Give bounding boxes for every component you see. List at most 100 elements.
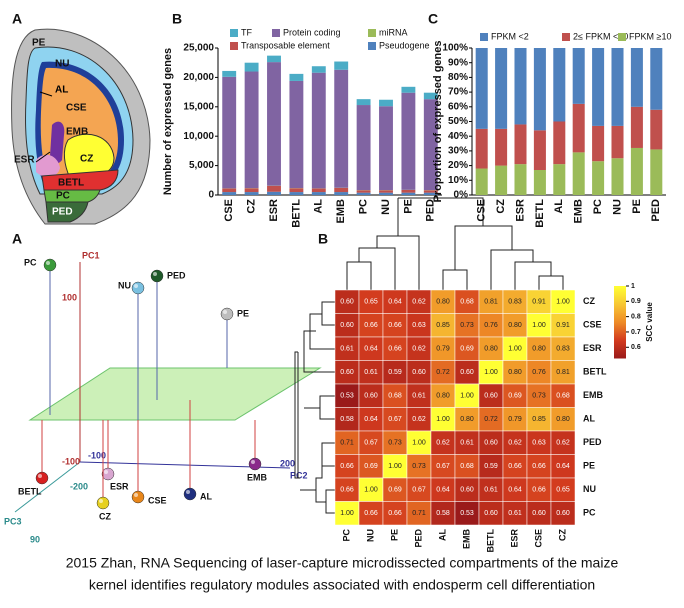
cell-label: 0.80 — [556, 416, 570, 423]
cell-label: 0.61 — [508, 510, 522, 517]
cell-label: 1.00 — [460, 393, 474, 400]
cell-label: 0.79 — [436, 346, 450, 353]
kernel-label: CZ — [80, 154, 93, 165]
cell-label: 0.62 — [412, 346, 426, 353]
x-tick-label: ESR — [514, 199, 526, 222]
x-tick-label: CSE — [223, 199, 235, 222]
bar-segment — [222, 76, 237, 189]
axis-label: PC2 — [290, 470, 308, 480]
kernel-label: BETL — [58, 178, 84, 189]
cell-label: 0.60 — [460, 369, 474, 376]
bar-segment — [630, 106, 643, 148]
bar-segment — [611, 48, 624, 126]
colorbar-step — [614, 304, 626, 307]
column-label: CSE — [533, 529, 543, 548]
bar-segment — [289, 73, 304, 81]
row-label: BETL — [583, 367, 607, 377]
bar-segment — [289, 192, 304, 195]
kernel-label: PE — [32, 38, 46, 49]
cell-label: 0.53 — [340, 393, 354, 400]
bar-segment — [533, 170, 546, 195]
cell-label: 0.83 — [508, 299, 522, 306]
bar-segment — [533, 130, 546, 171]
heatmap-cell — [550, 501, 576, 526]
colorbar-step — [614, 302, 626, 305]
cell-label: 0.73 — [532, 393, 546, 400]
bar-segment — [475, 168, 488, 195]
caption: 2015 Zhan, RNA Sequencing of laser-captu… — [66, 555, 619, 571]
column-label: AL — [437, 529, 447, 541]
y-tick-label: 20% — [448, 160, 468, 171]
colorbar-step — [614, 296, 626, 299]
legend-label: Pseudogene — [379, 40, 430, 50]
axis-label: PC3 — [4, 516, 22, 526]
panel-label: B — [318, 231, 328, 247]
caption: kernel identifies regulatory modules ass… — [89, 577, 595, 593]
pca-point — [183, 487, 197, 501]
bar-segment — [334, 192, 349, 195]
kernel-label: PC — [56, 191, 70, 202]
bar-segment — [379, 106, 393, 191]
cell-label: 0.63 — [412, 322, 426, 329]
axis-label: PC1 — [82, 250, 100, 260]
cell-label: 0.85 — [436, 322, 450, 329]
cell-label: 0.62 — [436, 440, 450, 447]
colorbar-step — [614, 308, 626, 311]
colorbar-step — [614, 344, 626, 347]
colorbar-step — [614, 326, 626, 329]
cell-label: 0.60 — [364, 393, 378, 400]
cell-label: 0.61 — [340, 346, 354, 353]
cell-label: 0.71 — [412, 510, 426, 517]
row-label: ESR — [583, 343, 602, 353]
y-tick-label: 20,000 — [183, 72, 214, 83]
colorbar-step — [614, 346, 626, 349]
y-tick-label: 100% — [442, 43, 468, 54]
y-tick-label: 50% — [448, 116, 468, 127]
cell-label: 0.59 — [484, 463, 498, 470]
cell-label: 0.61 — [460, 440, 474, 447]
cell-label: 0.73 — [388, 440, 402, 447]
bar-segment — [401, 92, 416, 190]
bar-segment — [630, 48, 643, 107]
bar-segment — [592, 48, 605, 126]
row-label: NU — [583, 484, 596, 494]
bar-segment — [495, 48, 508, 129]
colorbar-tick-label: 0.6 — [631, 344, 641, 351]
y-tick-label: 70% — [448, 87, 468, 98]
point-label: CZ — [99, 511, 111, 521]
bar-segment — [356, 105, 371, 191]
x-tick-label: ESR — [268, 199, 280, 222]
y-axis-label: Proportion of expressed genes — [432, 41, 444, 203]
bar-segment — [533, 48, 546, 131]
point-label: ESR — [110, 481, 129, 491]
cell-label: 0.69 — [388, 487, 402, 494]
y-tick-label: 15,000 — [183, 101, 214, 112]
cell-label: 0.60 — [556, 510, 570, 517]
colorbar-step — [614, 340, 626, 343]
colorbar-step — [614, 354, 626, 357]
bar-segment — [244, 192, 259, 195]
colorbar-step — [614, 310, 626, 313]
bar-segment — [311, 192, 326, 195]
bar-segment — [379, 99, 393, 107]
bar-segment — [423, 99, 438, 191]
cell-label: 0.64 — [556, 463, 570, 470]
kernel-diagram — [11, 28, 151, 225]
kernel-label: EMB — [66, 127, 88, 138]
y-tick-label: 40% — [448, 131, 468, 142]
bar-segment — [379, 192, 393, 195]
cell-label: 0.69 — [364, 463, 378, 470]
cell-label: 0.60 — [484, 510, 498, 517]
bar-segment — [650, 109, 663, 150]
cell-label: 0.66 — [388, 322, 402, 329]
cell-label: 0.91 — [556, 322, 570, 329]
bar-segment — [244, 62, 259, 72]
colorbar-step — [614, 288, 626, 291]
cell-label: 0.80 — [532, 346, 546, 353]
cell-label: 0.63 — [532, 440, 546, 447]
tick-label: 90 — [30, 534, 40, 544]
bar-segment — [267, 191, 281, 195]
cell-label: 0.60 — [340, 299, 354, 306]
point-label: EMB — [247, 472, 268, 482]
cell-label: 1.00 — [340, 510, 354, 517]
